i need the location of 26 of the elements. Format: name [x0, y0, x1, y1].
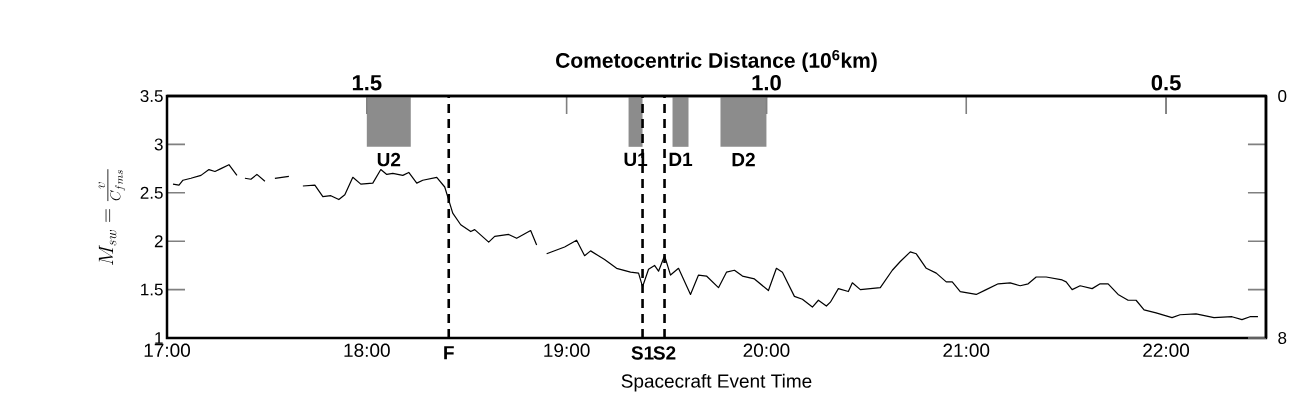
ref-line-label: S2 — [653, 346, 676, 360]
y-tick-label: 2 — [154, 235, 163, 248]
x-axis-title: Spacecraft Event Time — [621, 373, 812, 392]
y-tick-label: 3 — [154, 138, 163, 151]
y-tick-label: 1 — [155, 332, 163, 344]
band-label: D1 — [669, 152, 693, 166]
ref-line-label: F — [444, 346, 454, 360]
y2-tick-label: 8 — [1278, 331, 1287, 345]
band-label: U2 — [377, 152, 401, 167]
x-tick-label: 18:00 — [344, 343, 390, 357]
x-tick-label: 22:00 — [1143, 343, 1190, 357]
x-tick-label: 21:00 — [943, 343, 990, 357]
y-axis-title: $M_{sw} = \frac{v}{C_{fms}}$ — [98, 169, 126, 265]
y-tick-label: 1.5 — [141, 283, 163, 296]
x2-tick-label: 1.0 — [752, 74, 781, 91]
y2-tick-label: 0 — [1278, 89, 1287, 103]
x2-tick-label: 0.5 — [1151, 74, 1181, 91]
x-tick-label: 17:00 — [144, 343, 191, 357]
x2-tick-label: 1.5 — [352, 75, 382, 91]
x2-axis-title: Cometocentric Distance (10$^{6}$km) — [556, 49, 877, 73]
y-tick-label: 2.5 — [140, 186, 163, 199]
y-tick-label: 3.5 — [140, 89, 163, 103]
x-tick-label: 19:00 — [544, 343, 590, 357]
band-label: D2 — [732, 152, 755, 167]
ref-line-label: S1 — [631, 346, 654, 360]
x-tick-label: 20:00 — [743, 343, 790, 357]
